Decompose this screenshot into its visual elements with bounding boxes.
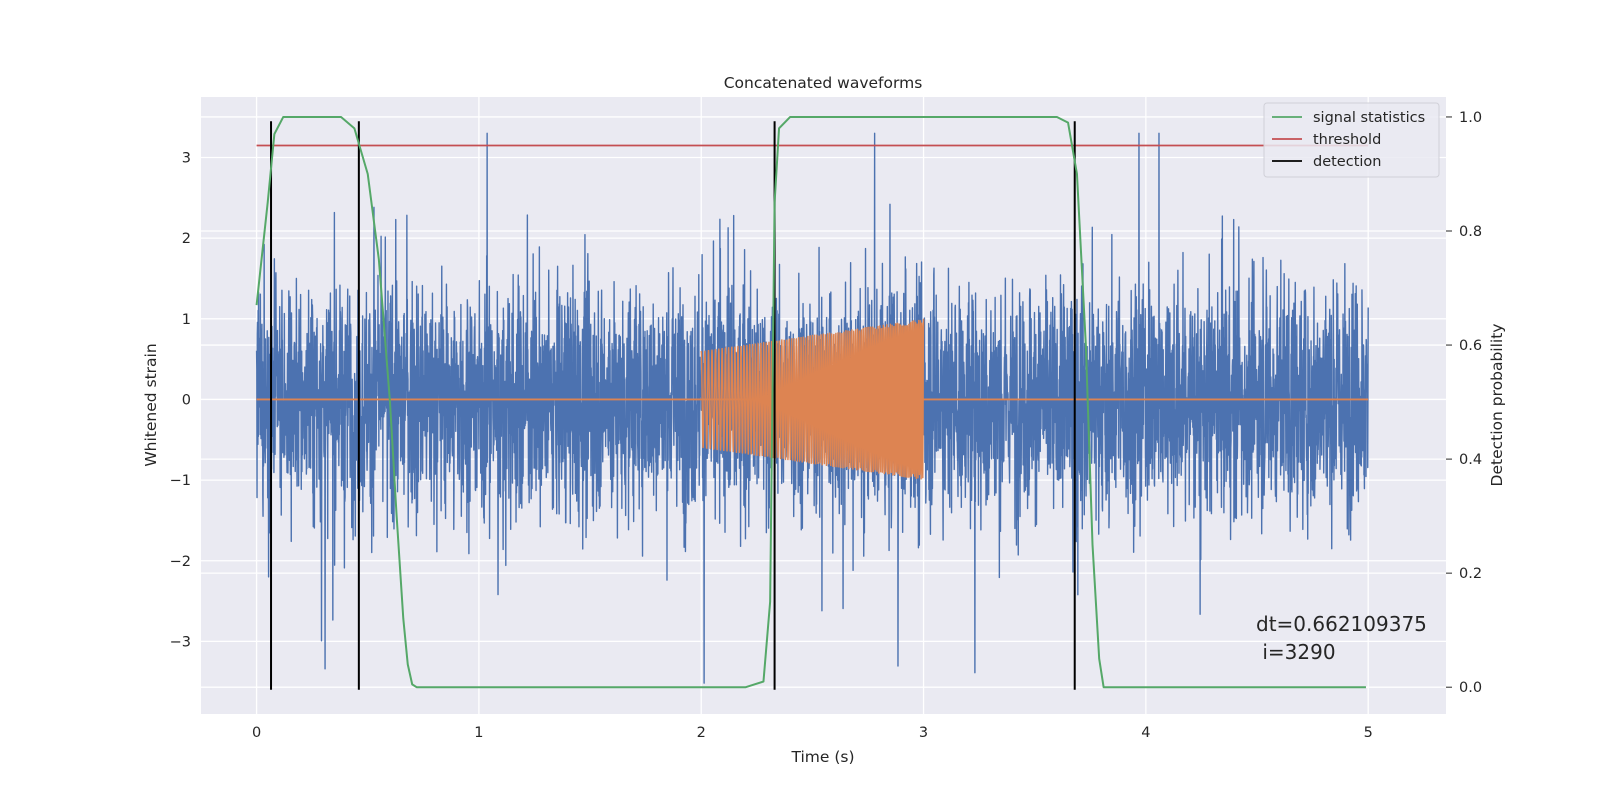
x-tick-label: 0 bbox=[252, 725, 261, 741]
chirp-series bbox=[256, 318, 1369, 480]
y-tick-label: −2 bbox=[170, 554, 191, 570]
x-tick-label: 2 bbox=[697, 725, 706, 741]
legend-box bbox=[1263, 102, 1440, 178]
y2-tick-label: 1.0 bbox=[1459, 110, 1482, 126]
x-tick-label: 1 bbox=[474, 725, 483, 741]
annotation-i: i=3290 bbox=[1256, 640, 1336, 664]
y-axis-label: Whitened strain bbox=[142, 343, 160, 466]
y-axis-ticks: −3 −2 −1 0 1 2 3 bbox=[170, 150, 191, 650]
legend-signal-statistics-label: signal statistics bbox=[1313, 110, 1425, 126]
x-axis-ticks: 0 1 2 3 4 5 bbox=[252, 725, 1373, 741]
y2-tick-label: 0.4 bbox=[1459, 452, 1482, 468]
signal-statistics-line bbox=[255, 115, 1366, 689]
y2-tick-label: 0.0 bbox=[1459, 680, 1482, 696]
signal-statistics-series bbox=[255, 115, 1366, 689]
y-tick-label: 0 bbox=[182, 392, 191, 408]
y-tick-label: 3 bbox=[182, 150, 191, 166]
annotation-dt: dt=0.662109375 bbox=[1256, 612, 1427, 636]
legend-threshold-label: threshold bbox=[1313, 132, 1381, 148]
x-tick-label: 4 bbox=[1141, 725, 1150, 741]
y2-tick-label: 0.8 bbox=[1459, 224, 1482, 240]
y2-tick-label: 0.6 bbox=[1459, 338, 1482, 354]
chirp-line bbox=[700, 318, 925, 480]
chart-title: Concatenated waveforms bbox=[724, 74, 923, 92]
y-tick-label: −3 bbox=[170, 634, 191, 650]
x-axis-label: Time (s) bbox=[790, 748, 854, 766]
right-y-axis-ticks: 0.0 0.2 0.4 0.6 0.8 1.0 bbox=[1446, 110, 1482, 696]
legend: signal statistics threshold detection bbox=[1263, 102, 1440, 178]
right-y-axis-label: Detection probability bbox=[1488, 324, 1506, 487]
y2-tick-label: 0.2 bbox=[1459, 566, 1482, 582]
y-tick-label: 2 bbox=[182, 231, 191, 247]
x-tick-label: 3 bbox=[919, 725, 928, 741]
y-tick-label: −1 bbox=[170, 473, 191, 489]
legend-detection-label: detection bbox=[1313, 154, 1381, 170]
x-tick-label: 5 bbox=[1364, 725, 1373, 741]
y-tick-label: 1 bbox=[182, 312, 191, 328]
